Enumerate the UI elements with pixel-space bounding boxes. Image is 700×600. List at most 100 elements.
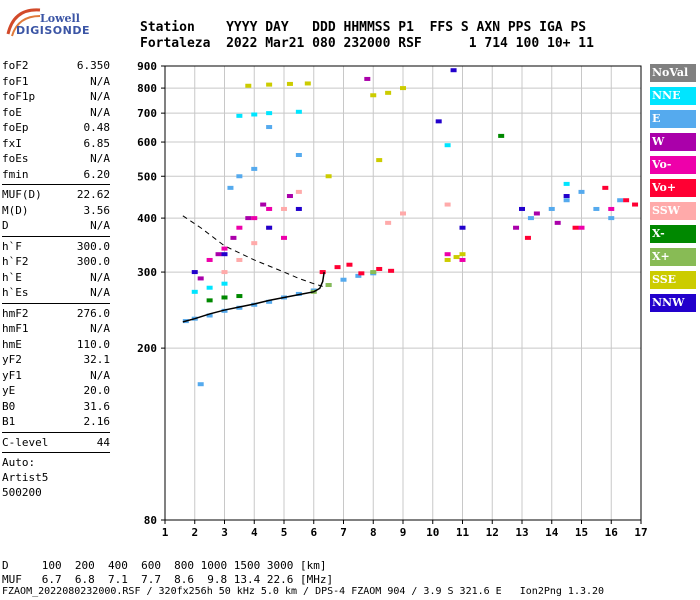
param-name: foE	[2, 105, 22, 119]
digisonde-logo: Lowell DIGISONDE	[2, 2, 122, 42]
data-point	[602, 185, 609, 190]
y-tick-label: 400	[137, 212, 157, 225]
data-point	[623, 198, 630, 203]
data-point	[304, 81, 311, 86]
data-point	[376, 158, 383, 163]
param-value: N/A	[90, 152, 110, 165]
legend-item: NNE	[650, 87, 696, 105]
data-point	[435, 119, 442, 124]
autoscale-info: Artist5	[2, 471, 49, 484]
param-row: foEs N/A	[2, 151, 110, 167]
param-row: hmE 110.0	[2, 337, 110, 353]
param-row: foF1p N/A	[2, 89, 110, 105]
x-tick-label: 16	[605, 526, 619, 539]
x-tick-label: 9	[400, 526, 407, 539]
data-point	[325, 283, 332, 288]
param-row: yE 20.0	[2, 383, 110, 399]
y-tick-label: 600	[137, 136, 157, 149]
param-name: h`E	[2, 270, 22, 284]
data-point	[364, 76, 371, 81]
y-tick-label: 900	[137, 60, 157, 73]
param-row: h`F 300.0	[2, 239, 110, 255]
scaled-parameters-panel: foF2 6.350 foF1 N/A foF1p N/A foE N/A foEp 0.48 fx…	[2, 58, 110, 500]
data-point	[206, 298, 213, 303]
param-value: 22.62	[76, 188, 110, 201]
param-name: MUF(D)	[2, 188, 42, 201]
data-point	[251, 241, 258, 246]
param-value: N/A	[90, 270, 110, 284]
data-point	[295, 152, 302, 157]
logo-digisonde: DIGISONDE	[16, 24, 90, 37]
param-value: N/A	[90, 90, 110, 103]
data-point	[608, 216, 615, 221]
data-point	[519, 206, 525, 211]
param-name: C-level	[2, 435, 49, 449]
param-value: N/A	[90, 368, 110, 382]
param-value: 3.56	[83, 203, 111, 217]
param-value: N/A	[90, 74, 110, 88]
data-point	[227, 185, 234, 190]
x-tick-label: 14	[545, 526, 559, 539]
param-name: foEp	[2, 121, 29, 134]
data-point	[286, 81, 293, 86]
data-point	[355, 273, 362, 278]
data-point	[281, 206, 287, 211]
legend-item: Vo+	[650, 179, 696, 197]
data-point	[251, 216, 258, 221]
y-tick-label: 300	[137, 266, 157, 279]
param-name: yF2	[2, 353, 22, 366]
data-point	[608, 206, 615, 211]
x-tick-label: 6	[310, 526, 317, 539]
param-name: h`F	[2, 239, 22, 253]
param-row: h`F2 300.0	[2, 254, 110, 270]
x-tick-label: 5	[281, 526, 288, 539]
param-row: foF1 N/A	[2, 74, 110, 90]
muf-row: MUF 6.7 6.8 7.1 7.7 8.6 9.8 13.4 22.6 [M…	[2, 573, 334, 586]
param-name: B1	[2, 415, 16, 428]
data-point	[453, 255, 460, 260]
data-point	[358, 271, 365, 276]
param-row: foE N/A	[2, 105, 110, 121]
x-tick-label: 8	[370, 526, 377, 539]
data-point	[215, 252, 222, 257]
param-name: hmE	[2, 337, 22, 351]
param-row: D N/A	[2, 218, 110, 234]
param-name: M(D)	[2, 203, 29, 217]
data-point	[340, 277, 347, 282]
logo-lowell: Lowell	[40, 12, 80, 25]
polarization-legend: NoVal NNE E W Vo- Vo+ SSW X- X+ SSE NNW	[650, 64, 696, 317]
autoscale-info: 500200	[2, 486, 42, 499]
data-point	[221, 252, 228, 257]
data-point	[444, 143, 451, 148]
data-point	[221, 281, 228, 286]
data-point	[221, 295, 228, 300]
param-row: MUF(D) 22.62	[2, 187, 110, 203]
param-name: h`F2	[2, 255, 29, 268]
data-point	[266, 82, 273, 87]
param-value: 6.85	[83, 136, 111, 150]
param-row: hmF2 276.0	[2, 306, 110, 322]
data-point	[266, 225, 273, 230]
param-value: 110.0	[76, 337, 110, 351]
data-point	[370, 93, 377, 98]
param-row: B0 31.6	[2, 399, 110, 415]
param-value: N/A	[90, 105, 110, 119]
data-point	[197, 276, 204, 281]
legend-item: SSW	[650, 202, 696, 220]
data-point	[266, 125, 273, 130]
data-point	[388, 268, 395, 273]
param-name: foEs	[2, 152, 29, 165]
y-tick-label: 700	[137, 107, 157, 120]
data-point	[206, 285, 213, 290]
autoscale-info: Auto:	[2, 456, 36, 469]
param-row: fmin 6.20	[2, 167, 110, 183]
data-point	[295, 189, 302, 194]
y-tick-label: 80	[144, 514, 157, 527]
data-point	[236, 294, 243, 299]
x-tick-label: 11	[456, 526, 470, 539]
data-point	[319, 270, 326, 275]
data-point	[593, 206, 600, 211]
data-point	[572, 225, 579, 230]
data-point	[266, 299, 273, 304]
